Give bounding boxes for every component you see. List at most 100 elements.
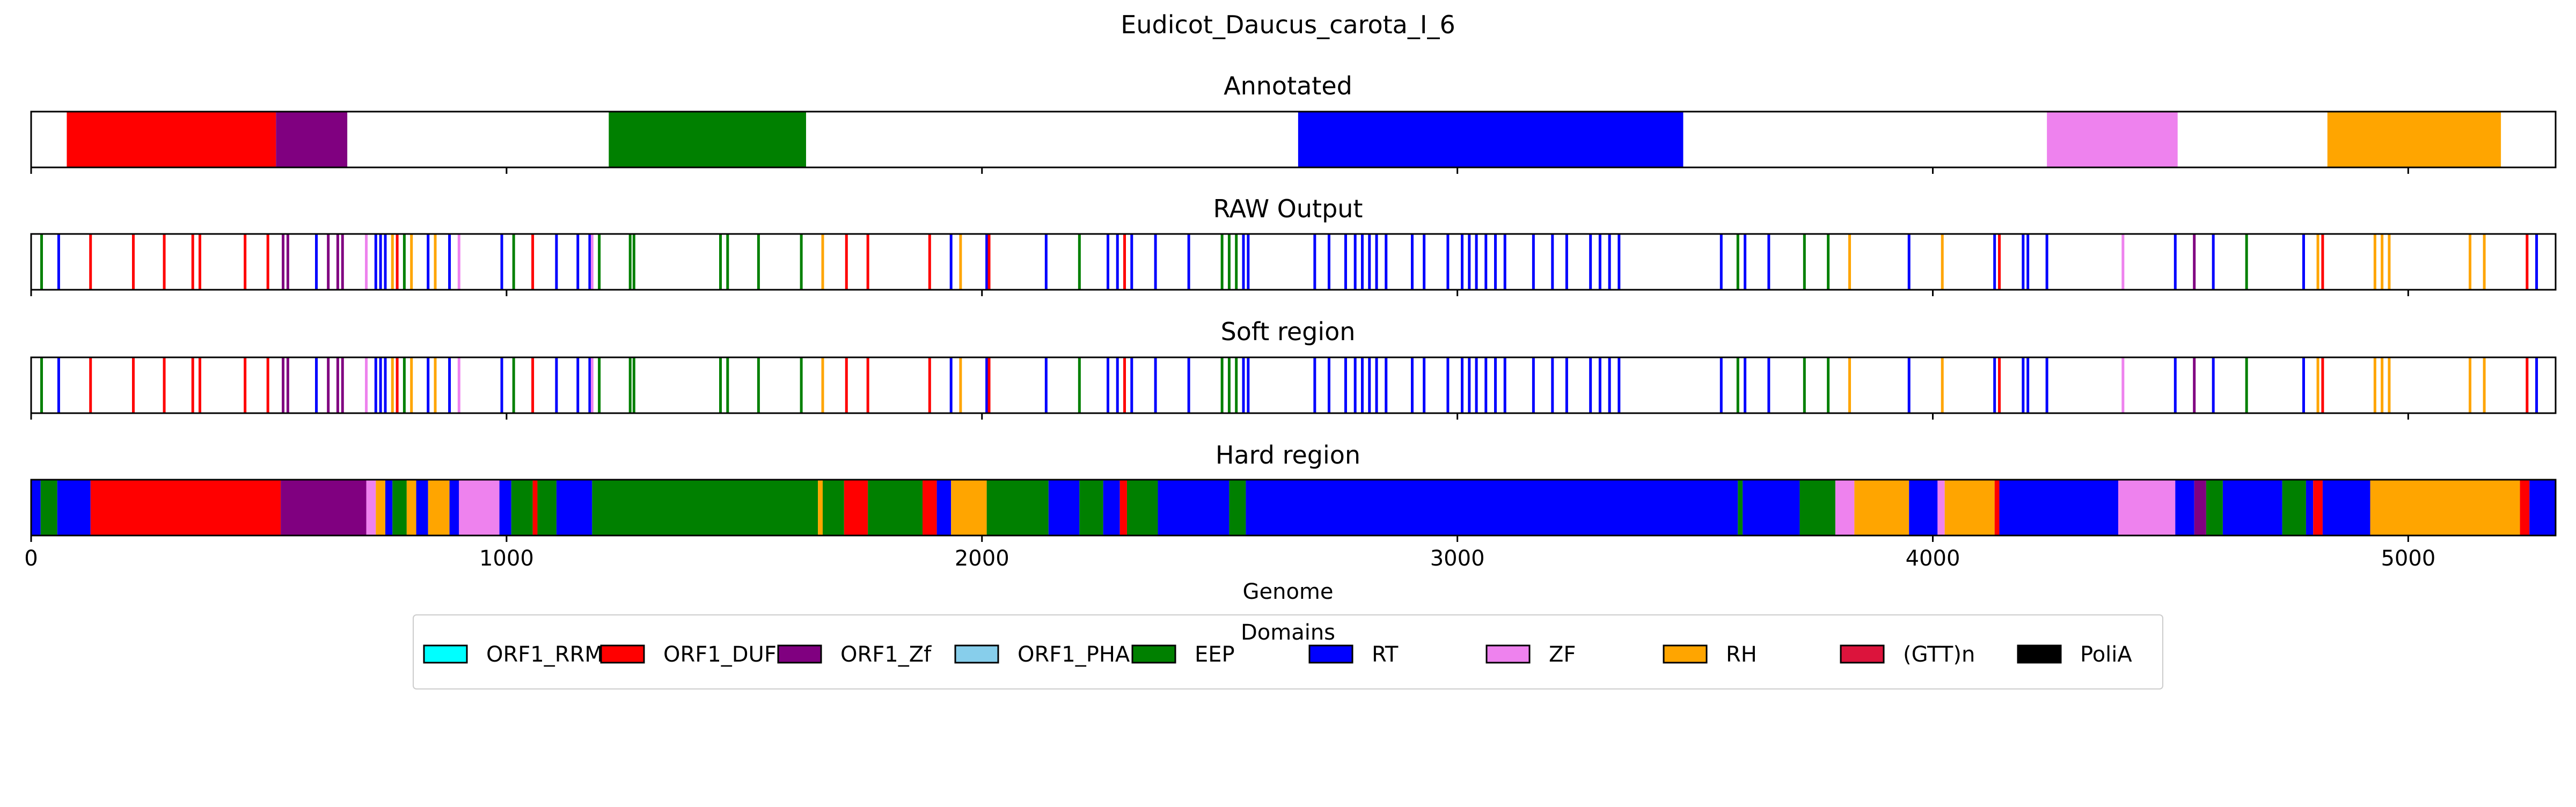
segment-EEP bbox=[1799, 480, 1835, 535]
legend-label: ORF1_RRM bbox=[486, 642, 603, 667]
legend: Domains ORF1_RRM ORF1_DUF ORF1_Zf ORF1_PHA E… bbox=[413, 614, 2163, 689]
legend-entry-ORF1_RRM: ORF1_RRM bbox=[423, 642, 603, 667]
track-frame bbox=[30, 233, 2557, 291]
legend-label: RH bbox=[1726, 642, 1757, 667]
legend-entries: ORF1_RRM ORF1_DUF ORF1_Zf ORF1_PHA EEP RT ZF RH… bbox=[423, 642, 2132, 667]
x-tick-label: 1000 bbox=[479, 546, 534, 571]
legend-entry-ORF1_Zf: ORF1_Zf bbox=[777, 642, 932, 667]
legend-label: PoliA bbox=[2080, 642, 2132, 667]
segment-EEP bbox=[868, 480, 923, 535]
track-title: Hard region bbox=[1216, 441, 1360, 469]
chart-title: Eudicot_Daucus_carota_I_6 bbox=[1121, 10, 1455, 39]
legend-frame bbox=[413, 614, 2163, 689]
track-background bbox=[31, 357, 2556, 413]
segment-ORF1_DUF bbox=[532, 480, 538, 535]
segment-RT bbox=[499, 480, 511, 535]
segment-ORF1_Zf bbox=[281, 480, 367, 535]
track-title: RAW Output bbox=[1213, 194, 1363, 223]
legend-entry-(GTT)n: (GTT)n bbox=[1840, 642, 1975, 667]
track-1: RAW Output bbox=[30, 194, 2557, 296]
track-frame bbox=[30, 479, 2557, 537]
segment-RT bbox=[57, 480, 91, 535]
segment-EEP bbox=[592, 480, 818, 535]
segment-EEP bbox=[1738, 480, 1743, 535]
segment-RT bbox=[2529, 480, 2556, 535]
segment-ORF1_DUF bbox=[2520, 480, 2530, 535]
segment-EEP bbox=[609, 112, 806, 167]
segment-RH bbox=[428, 480, 450, 535]
segment-ZF bbox=[1937, 480, 1945, 535]
segment-RT bbox=[2222, 480, 2282, 535]
legend-entry-RT: RT bbox=[1308, 642, 1399, 667]
segment-RT bbox=[385, 480, 393, 535]
legend-title: Domains bbox=[1241, 620, 1335, 645]
segment-RH bbox=[1944, 480, 1995, 535]
legend-swatch bbox=[1131, 644, 1176, 664]
legend-entry-RH: RH bbox=[1663, 642, 1757, 667]
legend-swatch bbox=[1663, 644, 1708, 664]
segment-RT bbox=[2322, 480, 2370, 535]
legend-swatch bbox=[423, 644, 468, 664]
legend-swatch bbox=[1308, 644, 1353, 664]
segment-RT bbox=[449, 480, 459, 535]
segment-RT bbox=[1246, 480, 1738, 535]
x-tick-label: 3000 bbox=[1430, 546, 1485, 571]
track-background bbox=[31, 234, 2556, 290]
segment-EEP bbox=[822, 480, 844, 535]
segment-RH bbox=[1854, 480, 1909, 535]
segment-RT bbox=[1048, 480, 1080, 535]
segment-ORF1_DUF bbox=[1119, 480, 1127, 535]
segment-RT bbox=[1909, 480, 1938, 535]
legend-label: ORF1_DUF bbox=[663, 642, 777, 667]
segment-EEP bbox=[2206, 480, 2223, 535]
segment-RT bbox=[416, 480, 428, 535]
legend-entry-ORF1_DUF: ORF1_DUF bbox=[600, 642, 777, 667]
segment-EEP bbox=[986, 480, 1049, 535]
segment-ORF1_DUF bbox=[844, 480, 868, 535]
segment-ORF1_DUF bbox=[90, 480, 281, 535]
segment-RT bbox=[1999, 480, 2118, 535]
x-tick-label: 2000 bbox=[955, 546, 1009, 571]
segment-RT bbox=[31, 480, 41, 535]
segment-ZF bbox=[2118, 480, 2176, 535]
segment-ZF bbox=[366, 480, 376, 535]
segment-RT bbox=[556, 480, 592, 535]
legend-label: ZF bbox=[1549, 642, 1576, 667]
track-title: Annotated bbox=[1224, 71, 1352, 100]
legend-label: ORF1_PHA bbox=[1018, 642, 1130, 667]
x-tick-label: 0 bbox=[24, 546, 38, 571]
legend-swatch bbox=[1840, 644, 1885, 664]
legend-swatch bbox=[2017, 644, 2062, 664]
x-tick-label: 4000 bbox=[1906, 546, 1960, 571]
segment-EEP bbox=[1126, 480, 1158, 535]
x-axis-label: Genome bbox=[1242, 579, 1333, 604]
legend-entry-EEP: EEP bbox=[1131, 642, 1235, 667]
legend-entry-ZF: ZF bbox=[1485, 642, 1576, 667]
segment-RT bbox=[2306, 480, 2314, 535]
segment-EEP bbox=[1079, 480, 1103, 535]
legend-swatch bbox=[954, 644, 999, 664]
legend-label: RT bbox=[1372, 642, 1399, 667]
x-tick-label: 5000 bbox=[2381, 546, 2435, 571]
legend-swatch bbox=[600, 644, 645, 664]
segment-EEP bbox=[40, 480, 57, 535]
track-2: Soft region bbox=[30, 317, 2557, 420]
track-title: Soft region bbox=[1221, 317, 1356, 346]
segment-ORF1_DUF bbox=[2313, 480, 2323, 535]
track-frame bbox=[30, 356, 2557, 414]
track-0: Annotated bbox=[30, 71, 2557, 174]
legend-label: (GTT)n bbox=[1903, 642, 1975, 667]
segment-ORF1_DUF bbox=[67, 112, 276, 167]
segment-RT bbox=[1103, 480, 1120, 535]
segment-RT bbox=[936, 480, 952, 535]
legend-entry-ORF1_PHA: ORF1_PHA bbox=[954, 642, 1130, 667]
legend-swatch bbox=[1485, 644, 1531, 664]
legend-swatch bbox=[777, 644, 822, 664]
segment-ZF bbox=[1835, 480, 1855, 535]
segment-RH bbox=[818, 480, 823, 535]
legend-label: ORF1_Zf bbox=[840, 642, 932, 667]
tracks-layer: Annotated RAW Output Soft region Hard regio… bbox=[24, 71, 2557, 571]
segment-RH bbox=[406, 480, 416, 535]
